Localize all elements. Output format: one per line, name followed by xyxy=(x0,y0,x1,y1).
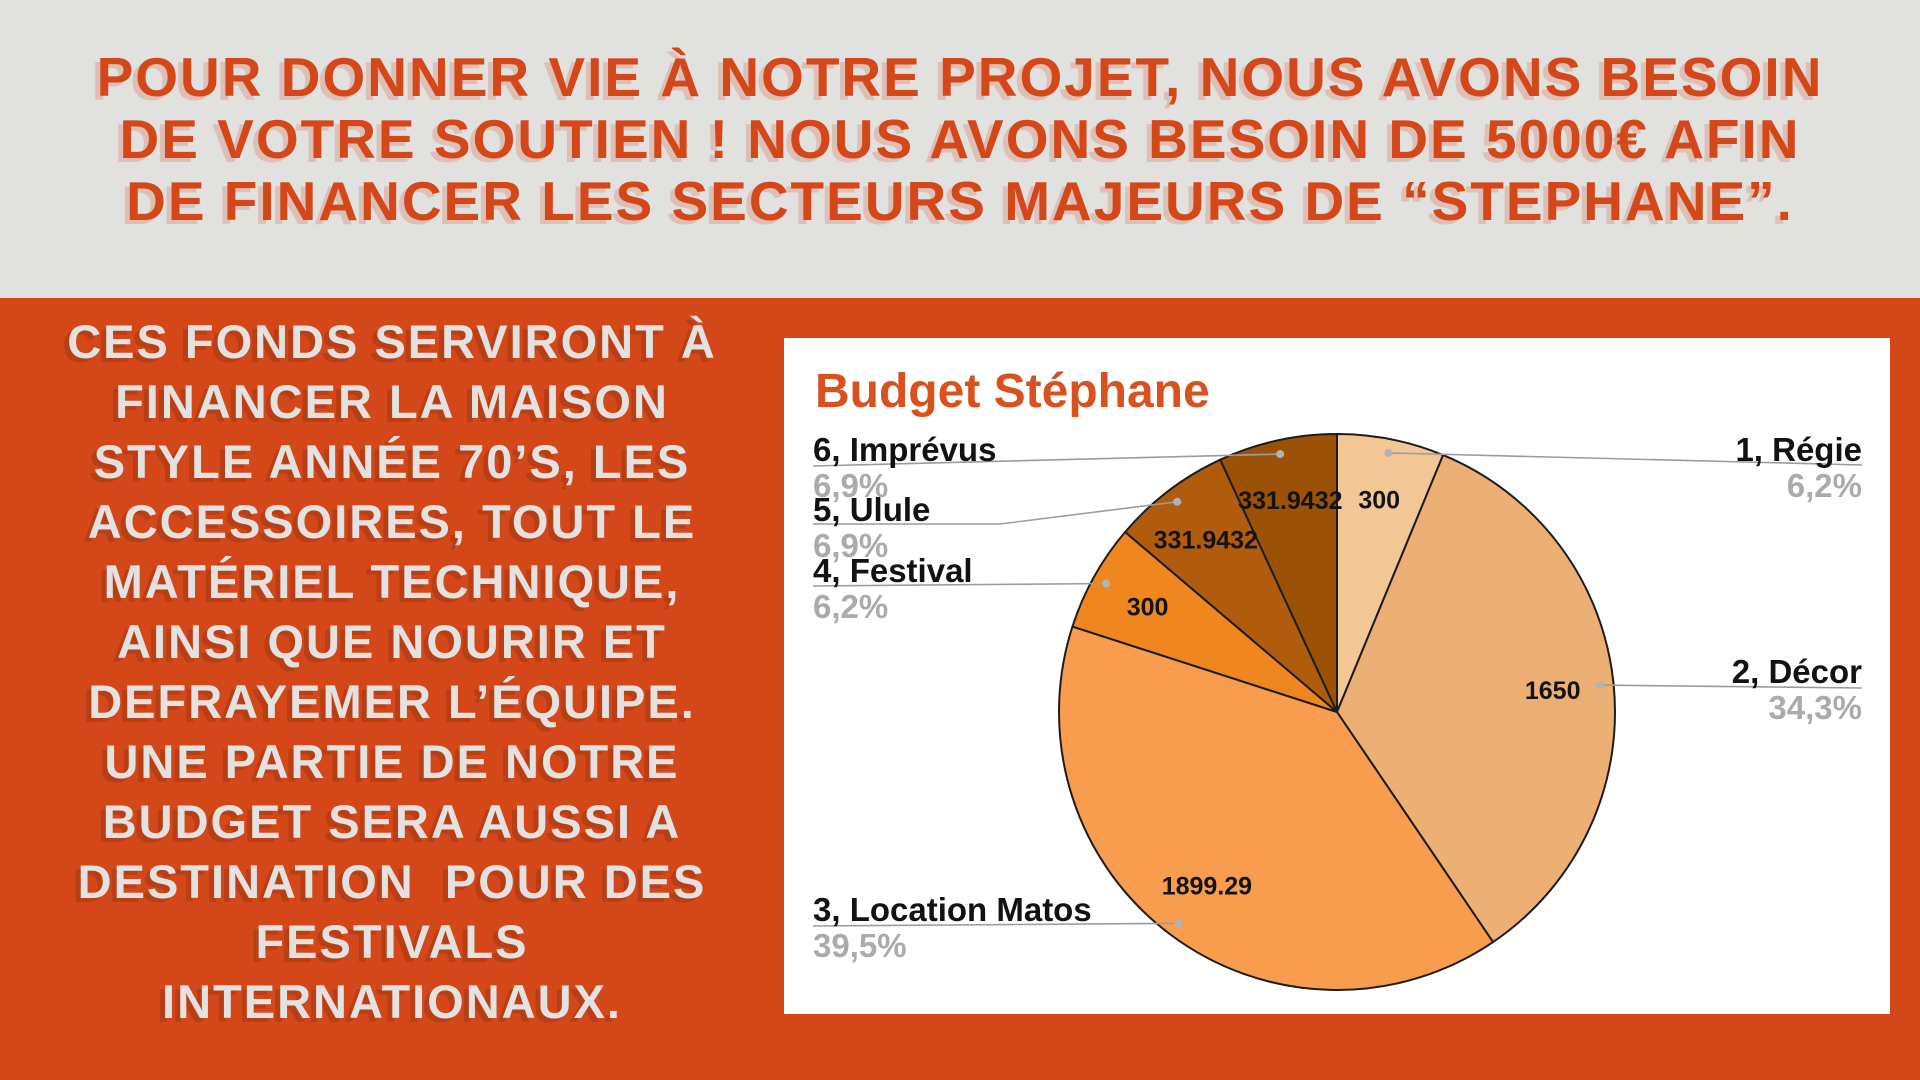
pie-slice-2 xyxy=(1336,454,1616,944)
left-paragraph-line: FESTIVALS xyxy=(255,915,529,968)
callout-label-imprevus: 6, Imprévus 6,9% xyxy=(813,431,997,504)
callout-label-festival: 4, Festival 6,2% xyxy=(813,552,973,625)
left-paragraph-line: INTERNATIONAUX. xyxy=(162,975,622,1028)
banner-line-2: DE VOTRE SOUTIEN ! NOUS AVONS BESOIN DE … xyxy=(119,108,1801,170)
pie-chart: 300 1650 1899.29 300 331.9432 331.9432 xyxy=(812,433,1863,991)
leader-dot-4 xyxy=(1102,579,1111,588)
slice-name: 4, Festival xyxy=(813,552,973,589)
slice-value-label-6: 331.9432 xyxy=(1238,487,1342,515)
chart-panel: 300 1650 1899.29 300 331.9432 331.9432 Budget… xyxy=(784,338,1890,1014)
leader-line-2 xyxy=(1599,684,1863,689)
slice-name: 1, Régie xyxy=(1735,431,1862,468)
slice-percent: 34,3% xyxy=(1768,689,1862,726)
slice-percent: 6,9% xyxy=(813,527,889,564)
left-paragraph-line: STYLE ANNÉE 70’S, LES xyxy=(93,435,691,488)
left-paragraph-line: CES FONDS SERVIRONT À xyxy=(67,315,717,368)
slice-percent: 6,2% xyxy=(1786,467,1862,504)
leader-dot-2 xyxy=(1595,681,1604,690)
slice-percent: 6,2% xyxy=(813,588,889,625)
slice-percent: 39,5% xyxy=(813,927,907,964)
slice-value-label-4: 300 xyxy=(1127,594,1169,622)
left-paragraph-line: DESTINATION POUR DES xyxy=(77,855,707,908)
leader-line-3 xyxy=(812,922,1179,927)
slice-name: 5, Ulule xyxy=(813,491,931,528)
left-paragraph-line: UNE PARTIE DE NOTRE xyxy=(104,735,680,788)
slice-value-label-1: 300 xyxy=(1358,486,1400,514)
slice-value-label-2: 1650 xyxy=(1525,677,1581,705)
slice-value-label-3: 1899.29 xyxy=(1162,873,1252,901)
callout-label-decor: 2, Décor 34,3% xyxy=(1731,653,1862,726)
slice-name: 2, Décor xyxy=(1731,653,1862,690)
banner-line-1: POUR DONNER VIE À NOTRE PROJET, NOUS AVO… xyxy=(96,46,1824,108)
leader-dot-6 xyxy=(1276,450,1285,459)
slice-name: 3, Location Matos xyxy=(813,891,1092,928)
leader-line-4 xyxy=(812,582,1107,587)
leader-dot-1 xyxy=(1384,448,1393,457)
left-paragraph-line: DEFRAYEMER L’ÉQUIPE. xyxy=(88,675,696,728)
slice-value-label-5: 331.9432 xyxy=(1154,526,1258,554)
pie-slice-3 xyxy=(1058,625,1495,991)
top-banner: POUR DONNER VIE À NOTRE PROJET, NOUS AVO… xyxy=(0,0,1920,298)
banner-line-3: DE FINANCER LES SECTEURS MAJEURS DE “STE… xyxy=(126,170,1794,232)
slice-name: 6, Imprévus xyxy=(813,431,997,468)
left-paragraph: CES FONDS SERVIRONT À FINANCER LA MAISON… xyxy=(0,312,784,1032)
slice-percent: 6,9% xyxy=(813,467,889,504)
left-paragraph-line: BUDGET SERA AUSSI A xyxy=(102,795,682,848)
pie-slice-5 xyxy=(1124,458,1338,713)
left-paragraph-line: FINANCER LA MAISON xyxy=(115,375,669,428)
callout-label-regie: 1, Régie 6,2% xyxy=(1735,431,1862,504)
pie-slice-6 xyxy=(1219,433,1338,713)
leader-line-1 xyxy=(1388,452,1863,466)
left-paragraph-line: AINSI QUE NOURIR ET xyxy=(117,615,667,668)
leader-dot-3 xyxy=(1174,919,1183,928)
callout-label-ulule: 5, Ulule 6,9% xyxy=(813,491,931,564)
left-paragraph-line: ACCESSOIRES, TOUT LE xyxy=(87,495,697,548)
chart-title: Budget Stéphane xyxy=(815,365,1210,418)
leader-dot-5 xyxy=(1173,497,1182,506)
leader-line-6 xyxy=(812,453,1281,467)
left-paragraph-line: MATÉRIEL TECHNIQUE, xyxy=(103,555,681,608)
callout-label-location-matos: 3, Location Matos 39,5% xyxy=(813,891,1092,964)
leader-line-5 xyxy=(813,501,1178,525)
